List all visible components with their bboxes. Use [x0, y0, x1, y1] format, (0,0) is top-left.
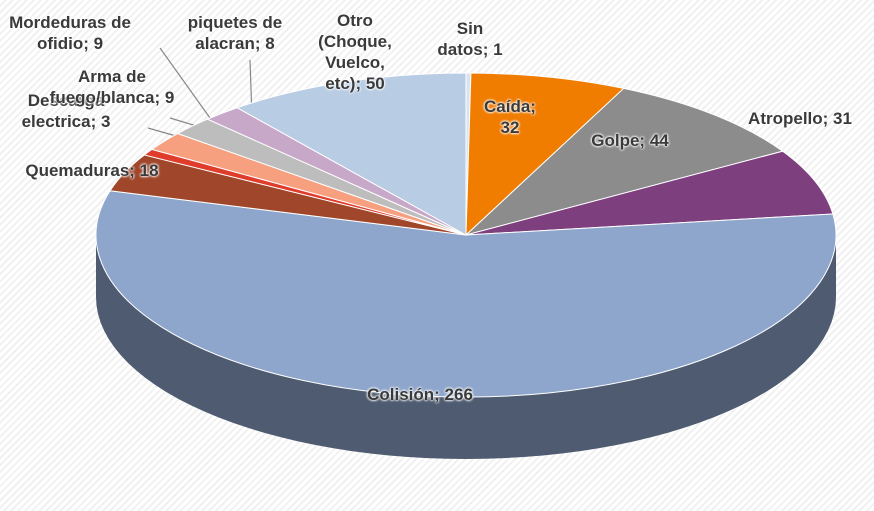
pie-slice: [95, 190, 837, 398]
data-label: Arma de fuego/blanca; 9: [49, 67, 175, 107]
pie-slice: [465, 87, 784, 236]
pie-slice: [235, 72, 467, 236]
data-label: Quemaduras; 18: [25, 161, 159, 180]
data-label: Mordeduras de ofidio; 9: [9, 13, 131, 53]
pie-slice: [465, 150, 834, 236]
leader-line: [159, 47, 216, 126]
data-label: Otro (Choque, Vuelco, etc); 50: [318, 11, 392, 93]
data-label: Descarga electrica; 3: [21, 91, 111, 131]
pie-side: [96, 235, 836, 459]
data-label: Sin datos; 1: [437, 19, 503, 59]
data-label: piquetes de alacran; 8: [187, 13, 283, 53]
data-label: Colisión; 266: [367, 385, 473, 404]
data-label: Atropello; 31: [748, 109, 852, 128]
data-label: Caída; 32: [484, 97, 536, 137]
pie-slice: [465, 72, 625, 237]
data-label: Golpe; 44: [591, 131, 669, 150]
